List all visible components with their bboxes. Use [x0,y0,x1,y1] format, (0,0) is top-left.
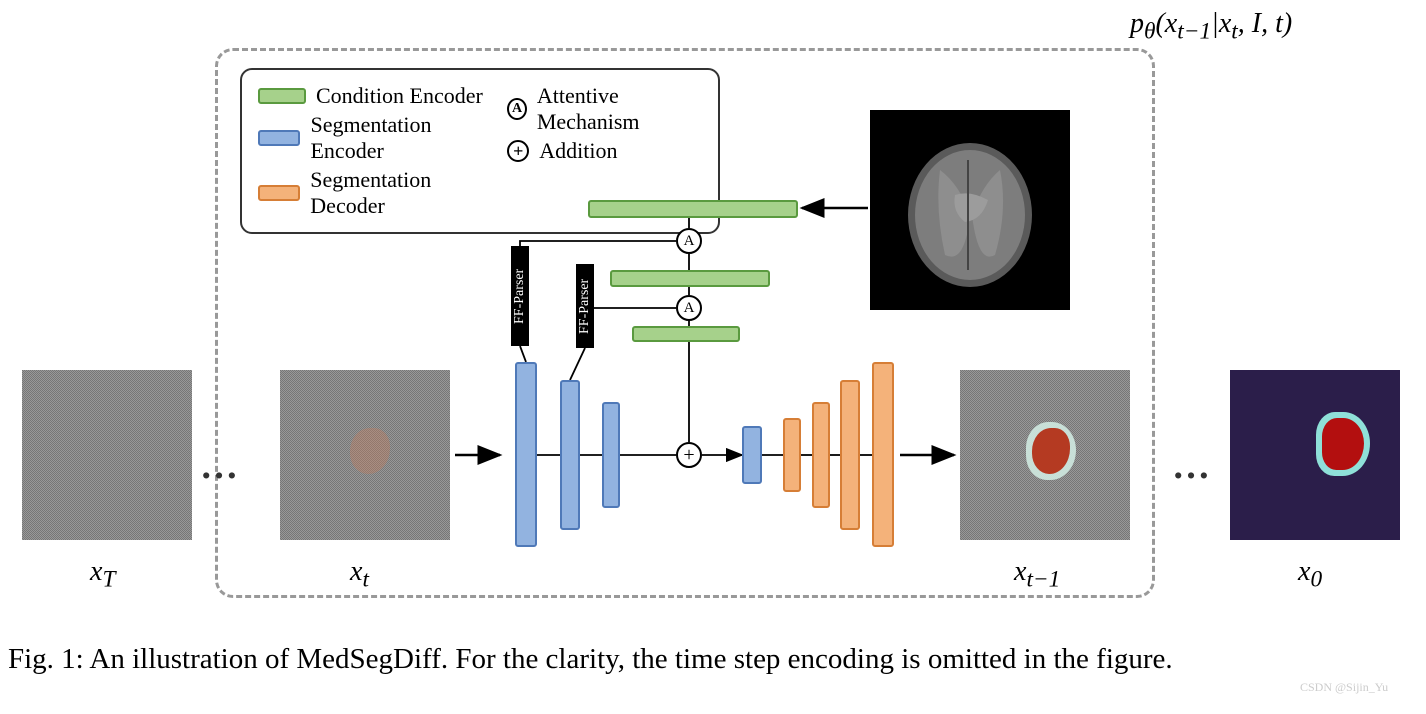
legend-icon-attentive: A [507,98,527,120]
figure-canvas: pθ(xt−1|xt, I, t) Condition Encoder Segm… [0,0,1426,714]
legend-symbol-A: A [512,101,522,117]
ellipsis-right: … [1172,444,1214,488]
cond-encoder-block-3 [632,326,740,342]
model-formula: pθ(xt−1|xt, I, t) [1130,8,1292,46]
seg-decoder-block-2 [812,402,830,508]
ellipsis-left: … [200,444,242,488]
legend-row-attentive: A Attentive Mechanism [507,83,702,135]
blob-x0 [1322,418,1364,470]
ffparser-1-label: FF-Parser [512,268,528,323]
seg-encoder-block-3 [602,402,620,508]
blob-xt [350,428,390,474]
op-addition: + [676,442,702,468]
op-plus-symbol: + [683,444,694,467]
swatch-segmentation-encoder [258,130,300,146]
ffparser-1: FF-Parser [511,246,529,346]
seg-encoder-block-2 [560,380,580,530]
legend-symbol-plus: + [513,141,523,162]
label-xt: xt [350,556,369,594]
op-attentive-2: A [676,295,702,321]
label-x0: x0 [1298,556,1322,594]
legend-row-segmentation-encoder: Segmentation Encoder [258,112,485,164]
swatch-condition-encoder [258,88,306,104]
cond-encoder-block-1 [588,200,798,218]
label-xT: xT [90,556,115,594]
condition-image-brain [870,110,1070,310]
tile-xt-1 [960,370,1130,540]
op-attentive-1: A [676,228,702,254]
seg-encoder-block-1 [515,362,537,547]
legend-row-addition: + Addition [507,138,702,164]
swatch-segmentation-decoder [258,185,300,201]
op-A1-symbol: A [684,233,695,250]
legend-row-segmentation-decoder: Segmentation Decoder [258,167,485,219]
legend-label-attentive: Attentive Mechanism [537,83,702,135]
legend-label-cond: Condition Encoder [316,83,483,109]
legend-label-segdec: Segmentation Decoder [310,167,485,219]
watermark-text: CSDN @Sijin_Yu [1300,680,1388,695]
seg-decoder-block-1 [783,418,801,492]
tile-xT [22,370,192,540]
op-A2-symbol: A [684,300,695,317]
legend-row-condition-encoder: Condition Encoder [258,83,485,109]
seg-decoder-block-3 [840,380,860,530]
figure-caption: Fig. 1: An illustration of MedSegDiff. F… [8,640,1408,679]
ffparser-2: FF-Parser [576,264,594,348]
cond-encoder-block-2 [610,270,770,287]
seg-decoder-block-4 [872,362,894,547]
tile-xt [280,370,450,540]
bottleneck-block [742,426,762,484]
label-xt-1: xt−1 [1014,556,1060,594]
legend-label-segenc: Segmentation Encoder [310,112,485,164]
brain-svg [870,110,1070,310]
legend-label-addition: Addition [539,138,617,164]
tile-x0 [1230,370,1400,540]
ffparser-2-label: FF-Parser [577,278,593,333]
legend-icon-addition: + [507,140,529,162]
